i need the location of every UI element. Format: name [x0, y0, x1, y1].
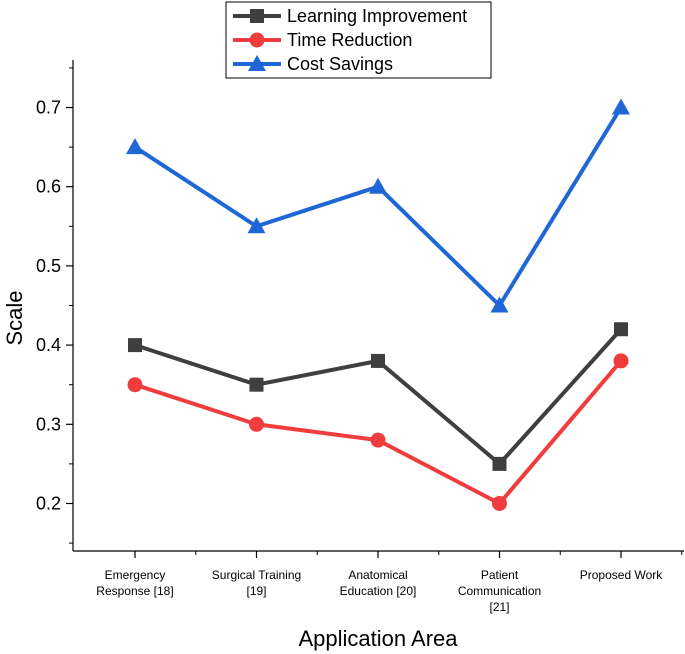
- x-tick-label: Anatomical Education [20]: [340, 568, 417, 598]
- legend-item: Learning Improvement: [233, 6, 467, 26]
- data-point: [249, 377, 264, 392]
- legend-swatch-marker: [250, 9, 264, 23]
- x-tick-label-line: Proposed Work: [580, 568, 663, 582]
- data-point: [249, 416, 264, 432]
- x-tick-label-line: Anatomical: [348, 568, 407, 582]
- y-tick-label: 0.2: [36, 493, 61, 513]
- x-axis-ticks: Emergency Response [18] Surgical Training […: [96, 551, 683, 614]
- series-time-reduction: [127, 353, 629, 511]
- x-tick-label: Surgical Training [19]: [212, 568, 301, 598]
- x-tick-label: Proposed Work: [580, 568, 663, 582]
- data-point: [370, 432, 386, 448]
- x-tick-label-line: [21]: [489, 600, 509, 614]
- y-axis-ticks: 0.2 0.3 0.4 0.5 0.6 0.7: [36, 67, 73, 544]
- legend-label: Learning Improvement: [287, 6, 467, 26]
- x-axis-title: Application Area: [299, 626, 459, 651]
- data-point: [371, 353, 385, 368]
- legend-label: Cost Savings: [287, 54, 393, 74]
- y-tick-label: 0.6: [36, 177, 61, 197]
- series-line: [134, 359, 623, 506]
- legend-label: Time Reduction: [287, 30, 412, 50]
- x-tick-label-line: [19]: [246, 584, 266, 598]
- x-tick-label-line: Education [20]: [340, 584, 417, 598]
- legend-item: Cost Savings: [233, 54, 393, 74]
- series-cost-savings: [126, 98, 630, 313]
- data-point: [614, 322, 628, 337]
- data-point: [126, 138, 144, 155]
- x-tick-label: Patient Communication [21]: [458, 568, 541, 614]
- legend-item: Time Reduction: [233, 30, 412, 50]
- series-line: [133, 106, 623, 309]
- data-point: [128, 338, 142, 353]
- data-point: [492, 456, 507, 471]
- x-tick-label-line: Surgical Training: [212, 568, 301, 582]
- y-tick-label: 0.3: [36, 414, 61, 434]
- data-point: [127, 377, 143, 393]
- axes: [72, 60, 684, 552]
- legend-swatch-marker: [248, 55, 266, 71]
- data-point: [247, 217, 266, 234]
- legend: Learning Improvement Time Reduction Cost S…: [225, 1, 492, 79]
- x-tick-label: Emergency Response [18]: [96, 568, 173, 598]
- x-tick-label-line: Communication: [458, 584, 541, 598]
- x-tick-label-line: Response [18]: [96, 584, 173, 598]
- y-axis-title: Scale: [2, 290, 27, 345]
- data-point: [612, 98, 630, 115]
- y-tick-label: 0.5: [36, 256, 61, 276]
- data-point: [492, 495, 507, 511]
- data-point: [369, 177, 387, 194]
- legend-swatch-marker: [249, 32, 265, 48]
- series-layer: [126, 98, 630, 511]
- x-tick-label-line: Emergency: [105, 568, 166, 582]
- data-point: [490, 296, 509, 313]
- y-tick-label: 0.4: [36, 335, 61, 355]
- series-learning-improvement: [128, 322, 628, 471]
- y-tick-label: 0.7: [36, 98, 61, 118]
- x-tick-label-line: Patient: [481, 568, 519, 582]
- data-point: [613, 353, 629, 369]
